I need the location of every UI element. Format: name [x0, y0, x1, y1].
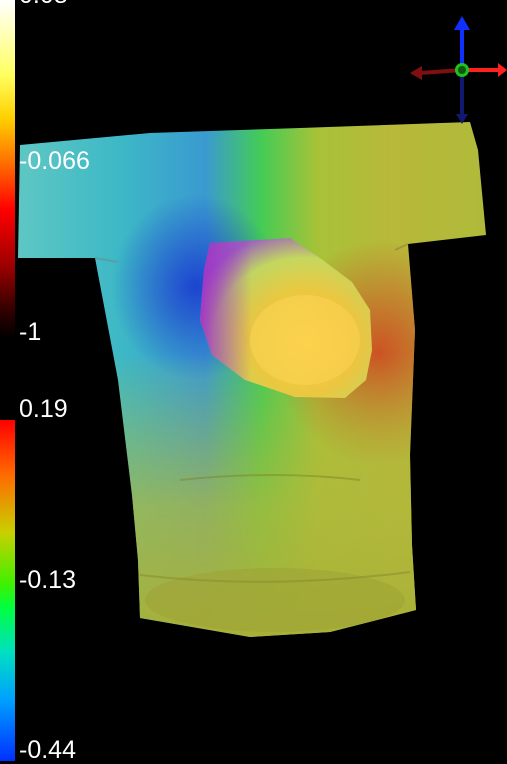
heart-colorbar	[0, 0, 15, 338]
orientation-axes-icon[interactable]	[410, 16, 507, 124]
heart-colorbar-max-label: 0.08	[19, 0, 68, 8]
torso-colorbar	[0, 420, 15, 761]
torso-colorbar-mid-label: -0.13	[19, 568, 76, 593]
torso-colorbar-min-label: -0.44	[19, 738, 76, 763]
heart-colorbar-min-label: -1	[19, 320, 41, 345]
torso-colorbar-max-label: 0.19	[19, 397, 68, 422]
heart-colorbar-mid-label: -0.066	[19, 149, 90, 174]
